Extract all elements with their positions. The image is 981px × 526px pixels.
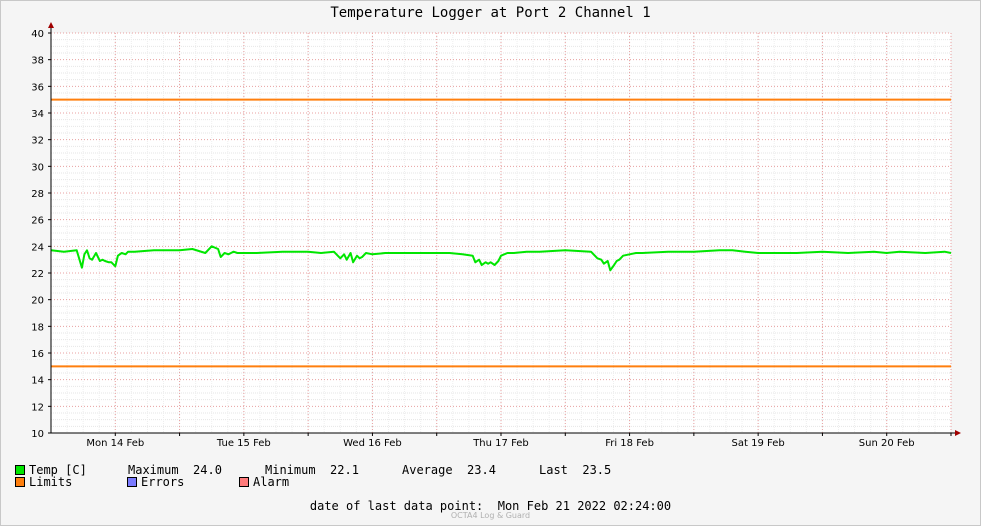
last-data-point: date of last data point: Mon Feb 21 2022… bbox=[0, 499, 981, 513]
x-tick-label: Mon 14 Feb bbox=[86, 438, 144, 449]
legend-avg: Average 23.4 bbox=[402, 463, 496, 477]
legend-errors: Errors bbox=[127, 475, 184, 489]
y-tick-label: 30 bbox=[31, 162, 44, 173]
chart-title: Temperature Logger at Port 2 Channel 1 bbox=[330, 5, 651, 21]
last-data-point-value: Mon Feb 21 2022 02:24:00 bbox=[497, 499, 672, 513]
legend-last: Last 23.5 bbox=[539, 463, 611, 477]
legend-limits: Limits bbox=[15, 475, 72, 489]
legend-last-value: 23.5 bbox=[582, 463, 612, 477]
legend-last-label: Last bbox=[539, 463, 568, 477]
legend-limits-label: Limits bbox=[29, 475, 73, 489]
alarm-swatch bbox=[239, 476, 249, 487]
legend-min-value: 22.1 bbox=[330, 463, 359, 477]
x-tick-label: Thu 17 Feb bbox=[472, 438, 529, 449]
x-tick-label: Tue 15 Feb bbox=[216, 438, 271, 449]
y-tick-label: 12 bbox=[31, 402, 44, 413]
x-tick-label: Sat 19 Feb bbox=[732, 438, 785, 449]
temp-swatch bbox=[15, 464, 25, 475]
y-tick-label: 32 bbox=[31, 136, 44, 147]
y-tick-label: 34 bbox=[31, 109, 44, 120]
legend-alarm: Alarm bbox=[239, 475, 289, 489]
y-tick-label: 22 bbox=[31, 269, 44, 280]
errors-swatch bbox=[127, 476, 137, 487]
y-tick-label: 10 bbox=[31, 429, 44, 440]
legend-max-label: Maximum bbox=[128, 463, 179, 477]
y-tick-label: 18 bbox=[31, 322, 44, 333]
y-tick-label: 16 bbox=[31, 349, 44, 360]
temp-series-line bbox=[50, 245, 952, 272]
y-tick-label: 20 bbox=[31, 296, 44, 307]
y-tick-label: 40 bbox=[31, 29, 44, 40]
legend-temp-label: Temp [C] bbox=[29, 463, 87, 477]
legend-min-label: Minimum bbox=[265, 463, 316, 477]
legend-row-1: Temp [C] bbox=[15, 463, 87, 477]
legend-avg-label: Average bbox=[402, 463, 453, 477]
legend-alarm-label: Alarm bbox=[253, 475, 290, 489]
y-tick-label: 38 bbox=[31, 56, 44, 67]
y-tick-label: 26 bbox=[31, 216, 44, 227]
legend-errors-label: Errors bbox=[141, 475, 185, 489]
legend-avg-value: 23.4 bbox=[467, 463, 496, 477]
limits-swatch bbox=[15, 476, 25, 487]
y-tick-label: 14 bbox=[31, 376, 44, 387]
x-tick-label: Fri 18 Feb bbox=[605, 438, 654, 449]
x-tick-label: Wed 16 Feb bbox=[343, 438, 402, 449]
last-data-point-label: date of last data point: bbox=[309, 499, 484, 513]
x-axis-arrow bbox=[955, 430, 961, 436]
y-tick-label: 24 bbox=[31, 242, 44, 253]
legend-max: Maximum 24.0 bbox=[128, 463, 222, 477]
legend-max-value: 24.0 bbox=[193, 463, 222, 477]
x-tick-label: Sun 20 Feb bbox=[859, 438, 915, 449]
watermark-text: OCTA4 Log & Guard bbox=[450, 511, 531, 520]
y-tick-label: 28 bbox=[31, 189, 44, 200]
y-tick-label: 36 bbox=[31, 82, 44, 93]
y-axis-arrow bbox=[48, 22, 54, 28]
legend-min: Minimum 22.1 bbox=[265, 463, 359, 477]
